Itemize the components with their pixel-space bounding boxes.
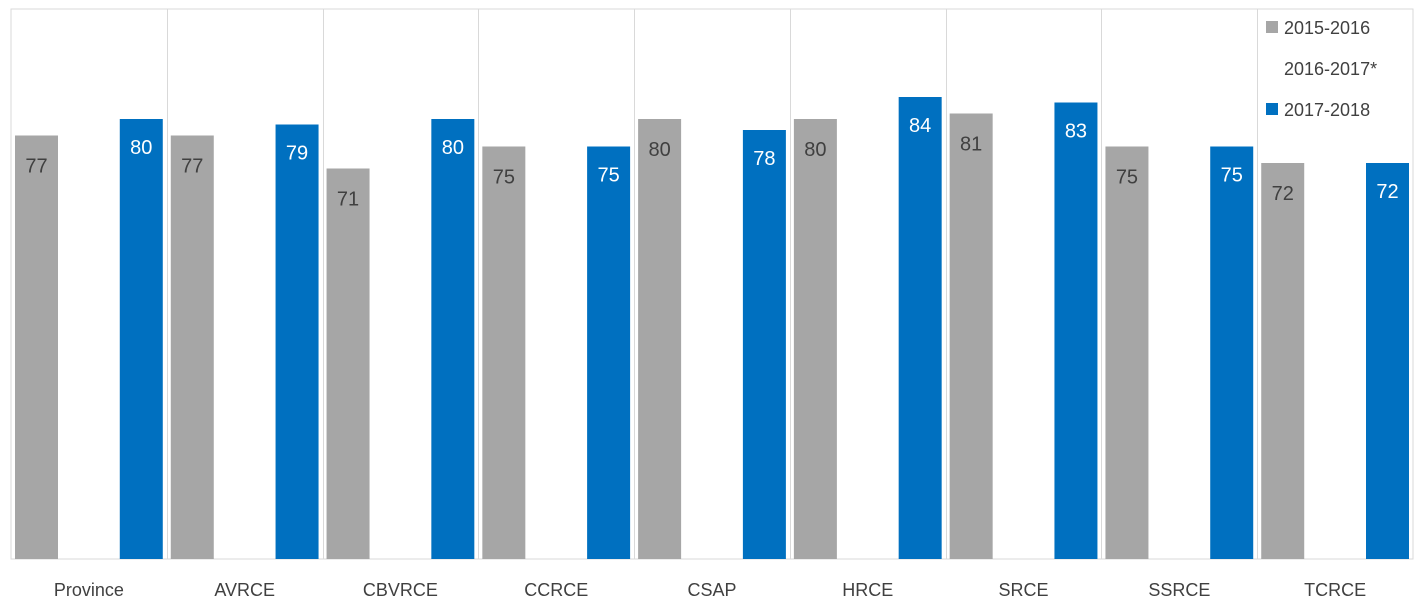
data-label-2017-2018: 72 <box>1376 181 1398 203</box>
bar-2017-2018 <box>742 130 786 559</box>
data-label-2015-2016: 72 <box>1272 183 1294 205</box>
data-label-2015-2016: 81 <box>960 134 982 156</box>
x-tick-label: CBVRCE <box>363 580 438 600</box>
x-tick-label: Province <box>54 580 124 600</box>
bar-2017-2018 <box>119 119 163 559</box>
data-label-2017-2018: 80 <box>130 137 152 159</box>
bar-2017-2018 <box>431 119 475 559</box>
data-label-2015-2016: 71 <box>337 189 359 211</box>
bar-2017-2018 <box>1054 102 1098 559</box>
bar-2017-2018 <box>898 97 942 559</box>
bars-group <box>15 97 1409 559</box>
data-label-2015-2016: 80 <box>804 139 826 161</box>
bar-2015-2016 <box>326 168 370 559</box>
bar-2017-2018 <box>1366 163 1409 559</box>
x-tick-label: TCRCE <box>1304 580 1366 600</box>
data-label-2017-2018: 75 <box>597 165 619 187</box>
bar-2015-2016 <box>170 135 214 559</box>
x-axis: Province AVRCE CBVRCE CCRCE CSAP HRCE SRCE SSRC… <box>54 580 1366 600</box>
legend-swatch <box>1266 62 1278 74</box>
plot-border <box>10 8 1414 560</box>
data-label-2017-2018: 83 <box>1065 121 1087 143</box>
data-labels-group: 77 80 77 79 71 80 75 75 80 78 80 84 81 83 75 75 72 72 <box>25 115 1398 211</box>
x-tick-label: SRCE <box>999 580 1049 600</box>
x-tick-label: CSAP <box>687 580 736 600</box>
legend-swatch <box>1266 103 1278 115</box>
legend-label: 2017-2018 <box>1284 100 1370 120</box>
data-label-2015-2016: 75 <box>1116 167 1138 189</box>
data-label-2017-2018: 84 <box>909 115 931 137</box>
data-label-2015-2016: 80 <box>648 139 670 161</box>
bar-2015-2016 <box>1105 146 1149 559</box>
bar-2017-2018 <box>587 146 631 559</box>
data-label-2015-2016: 77 <box>25 156 47 178</box>
x-tick-label: AVRCE <box>214 580 275 600</box>
x-tick-label: SSRCE <box>1148 580 1210 600</box>
bar-2017-2018 <box>275 124 319 559</box>
data-label-2015-2016: 75 <box>493 167 515 189</box>
bar-2015-2016 <box>793 119 837 559</box>
bar-2015-2016 <box>15 135 58 559</box>
legend-swatch <box>1266 21 1278 33</box>
data-label-2015-2016: 77 <box>181 156 203 178</box>
data-label-2017-2018: 79 <box>286 143 308 165</box>
data-label-2017-2018: 80 <box>442 137 464 159</box>
bar-2015-2016 <box>949 113 993 559</box>
legend: 2015-2016 2016-2017* 2017-2018 <box>1266 18 1377 120</box>
plot-frame <box>10 8 1414 560</box>
bar-2015-2016 <box>482 146 526 559</box>
legend-label: 2016-2017* <box>1284 59 1377 79</box>
bar-2017-2018 <box>1210 146 1254 559</box>
bar-2015-2016 <box>1261 163 1305 559</box>
legend-label: 2015-2016 <box>1284 18 1370 38</box>
data-label-2017-2018: 75 <box>1221 165 1243 187</box>
x-tick-label: CCRCE <box>524 580 588 600</box>
bar-2015-2016 <box>638 119 682 559</box>
x-tick-label: HRCE <box>842 580 893 600</box>
data-label-2017-2018: 78 <box>753 148 775 170</box>
